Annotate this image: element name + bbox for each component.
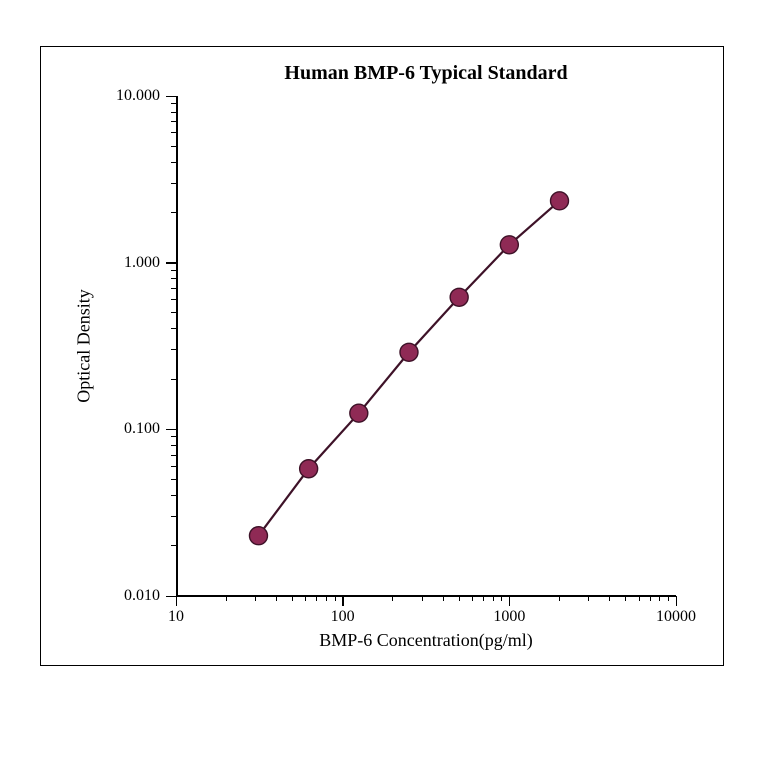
- data-point: [500, 236, 518, 254]
- data-point: [300, 460, 318, 478]
- data-point: [400, 343, 418, 361]
- data-point: [249, 527, 267, 545]
- data-point: [450, 288, 468, 306]
- data-point: [350, 404, 368, 422]
- data-point: [551, 192, 569, 210]
- chart-svg: [0, 0, 764, 764]
